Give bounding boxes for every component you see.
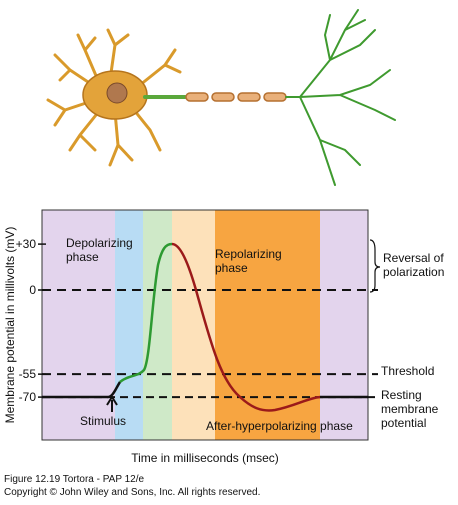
y-tick-label: 0 [29, 283, 36, 297]
caption: Copyright © John Wiley and Sons, Inc. Al… [4, 487, 260, 498]
annotation: Repolarizing phase [215, 247, 282, 275]
y-tick-label: -55 [19, 367, 37, 381]
reversal-bracket [369, 239, 381, 293]
annotation: After-hyperpolarizing phase [206, 419, 353, 433]
x-axis-label: Time in milliseconds (msec) [131, 451, 279, 465]
curve-resting [42, 381, 122, 399]
y-tick-label: +30 [16, 237, 37, 251]
phase-bands [41, 209, 369, 441]
stimulus-arrow [106, 395, 118, 412]
annotation: Resting membrane potential [381, 388, 439, 430]
y-axis-label: Membrane potential in millivolts (mV) [3, 227, 17, 424]
caption: Figure 12.19 Tortora - PAP 12/e [4, 474, 145, 485]
annotation: Threshold [381, 364, 434, 378]
curve-depolarizing [119, 242, 173, 383]
curve-repolarizing [171, 242, 321, 412]
neuron-illustration [46, 9, 396, 186]
annotation: Stimulus [80, 414, 126, 428]
y-tick-label: -70 [19, 390, 37, 404]
annotation: Reversal of polarization [383, 251, 444, 279]
annotation: Depolarizing phase [66, 236, 133, 264]
